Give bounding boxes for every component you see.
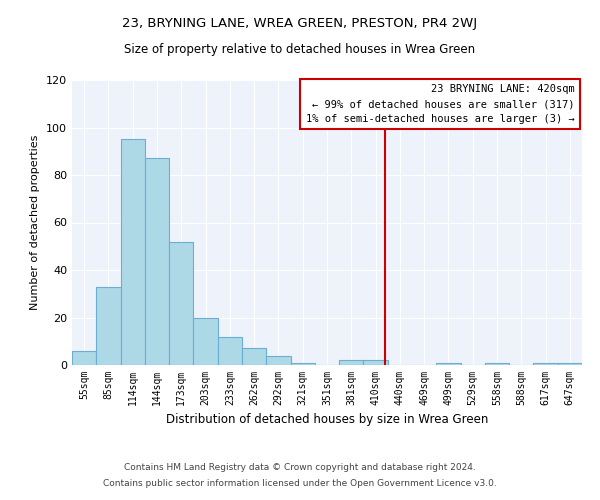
Bar bbox=[145, 158, 169, 365]
Bar bbox=[266, 356, 290, 365]
Bar bbox=[364, 360, 388, 365]
Bar bbox=[290, 362, 315, 365]
Bar bbox=[193, 318, 218, 365]
Text: Contains HM Land Registry data © Crown copyright and database right 2024.: Contains HM Land Registry data © Crown c… bbox=[124, 464, 476, 472]
Text: Size of property relative to detached houses in Wrea Green: Size of property relative to detached ho… bbox=[124, 42, 476, 56]
Y-axis label: Number of detached properties: Number of detached properties bbox=[31, 135, 40, 310]
Bar bbox=[485, 362, 509, 365]
Bar bbox=[218, 336, 242, 365]
Text: 23 BRYNING LANE: 420sqm
← 99% of detached houses are smaller (317)
1% of semi-de: 23 BRYNING LANE: 420sqm ← 99% of detache… bbox=[305, 84, 574, 124]
X-axis label: Distribution of detached houses by size in Wrea Green: Distribution of detached houses by size … bbox=[166, 414, 488, 426]
Bar bbox=[242, 348, 266, 365]
Bar bbox=[339, 360, 364, 365]
Bar bbox=[169, 242, 193, 365]
Bar bbox=[558, 362, 582, 365]
Text: 23, BRYNING LANE, WREA GREEN, PRESTON, PR4 2WJ: 23, BRYNING LANE, WREA GREEN, PRESTON, P… bbox=[122, 18, 478, 30]
Bar bbox=[121, 140, 145, 365]
Bar bbox=[436, 362, 461, 365]
Bar bbox=[96, 286, 121, 365]
Bar bbox=[72, 351, 96, 365]
Text: Contains public sector information licensed under the Open Government Licence v3: Contains public sector information licen… bbox=[103, 478, 497, 488]
Bar bbox=[533, 362, 558, 365]
